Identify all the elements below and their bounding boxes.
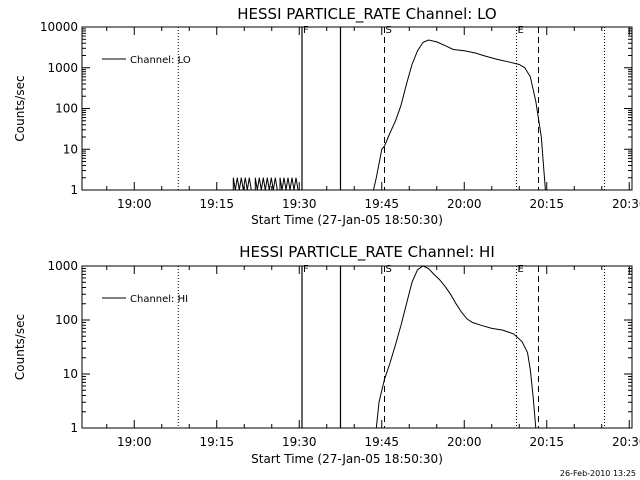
x-tick-label: 20:15: [529, 197, 564, 211]
y-axis-label: Counts/sec: [13, 314, 27, 380]
y-tick-label: 10: [63, 142, 78, 156]
marker-E: E: [518, 264, 524, 275]
x-tick-label: 19:45: [364, 435, 399, 449]
series-line: [375, 265, 537, 429]
x-tick-label: 19:00: [117, 197, 152, 211]
x-tick-label: 19:00: [117, 435, 152, 449]
x-tick-label: 20:15: [529, 435, 564, 449]
x-axis-label: Start Time (27-Jan-05 18:50:30): [251, 213, 443, 227]
noise-spikes: [254, 177, 278, 191]
y-tick-label: 1000: [47, 259, 78, 273]
x-tick-label: 20:00: [447, 435, 482, 449]
y-tick-label: 1: [70, 183, 78, 197]
marker-F: F: [303, 25, 309, 36]
noise-spikes: [232, 177, 252, 191]
x-tick-label: 19:30: [282, 197, 317, 211]
plot-frame: [81, 265, 633, 429]
legend-label: Channel: HI: [130, 294, 188, 305]
footer-timestamp: 26-Feb-2010 13:25: [559, 469, 636, 478]
x-tick-label: 19:15: [199, 435, 234, 449]
x-axis-label: Start Time (27-Jan-05 18:50:30): [251, 452, 443, 466]
marker-E: E: [518, 25, 524, 36]
marker-S: S: [386, 264, 392, 275]
y-tick-label: 1000: [47, 61, 78, 75]
series-line: [373, 39, 546, 191]
y-tick-label: 100: [55, 102, 78, 116]
marker-F: F: [303, 264, 309, 275]
legend-label: Channel: LO: [130, 55, 191, 66]
marker-S: S: [386, 25, 392, 36]
y-tick-label: 10: [63, 367, 78, 381]
x-tick-label: 19:45: [364, 197, 399, 211]
y-axis-label: Counts/sec: [13, 75, 27, 141]
chart-title: HESSI PARTICLE_RATE Channel: LO: [237, 5, 496, 24]
x-tick-label: 20:30: [612, 197, 640, 211]
x-tick-label: 19:15: [199, 197, 234, 211]
x-tick-label: 20:00: [447, 197, 482, 211]
chart-panel-0: HESSI PARTICLE_RATE Channel: LO 1 10 100 100…: [13, 5, 640, 227]
y-tick-label: 100: [55, 313, 78, 327]
y-tick-label: 10000: [40, 20, 78, 34]
x-tick-label: 20:30: [612, 435, 640, 449]
noise-spikes: [279, 177, 299, 191]
plot-frame: [81, 26, 633, 191]
chart-title: HESSI PARTICLE_RATE Channel: HI: [239, 243, 495, 262]
x-tick-label: 19:30: [282, 435, 317, 449]
y-tick-label: 1: [70, 421, 78, 435]
chart-panel-1: HESSI PARTICLE_RATE Channel: HI 1 10 100 100…: [13, 243, 640, 466]
